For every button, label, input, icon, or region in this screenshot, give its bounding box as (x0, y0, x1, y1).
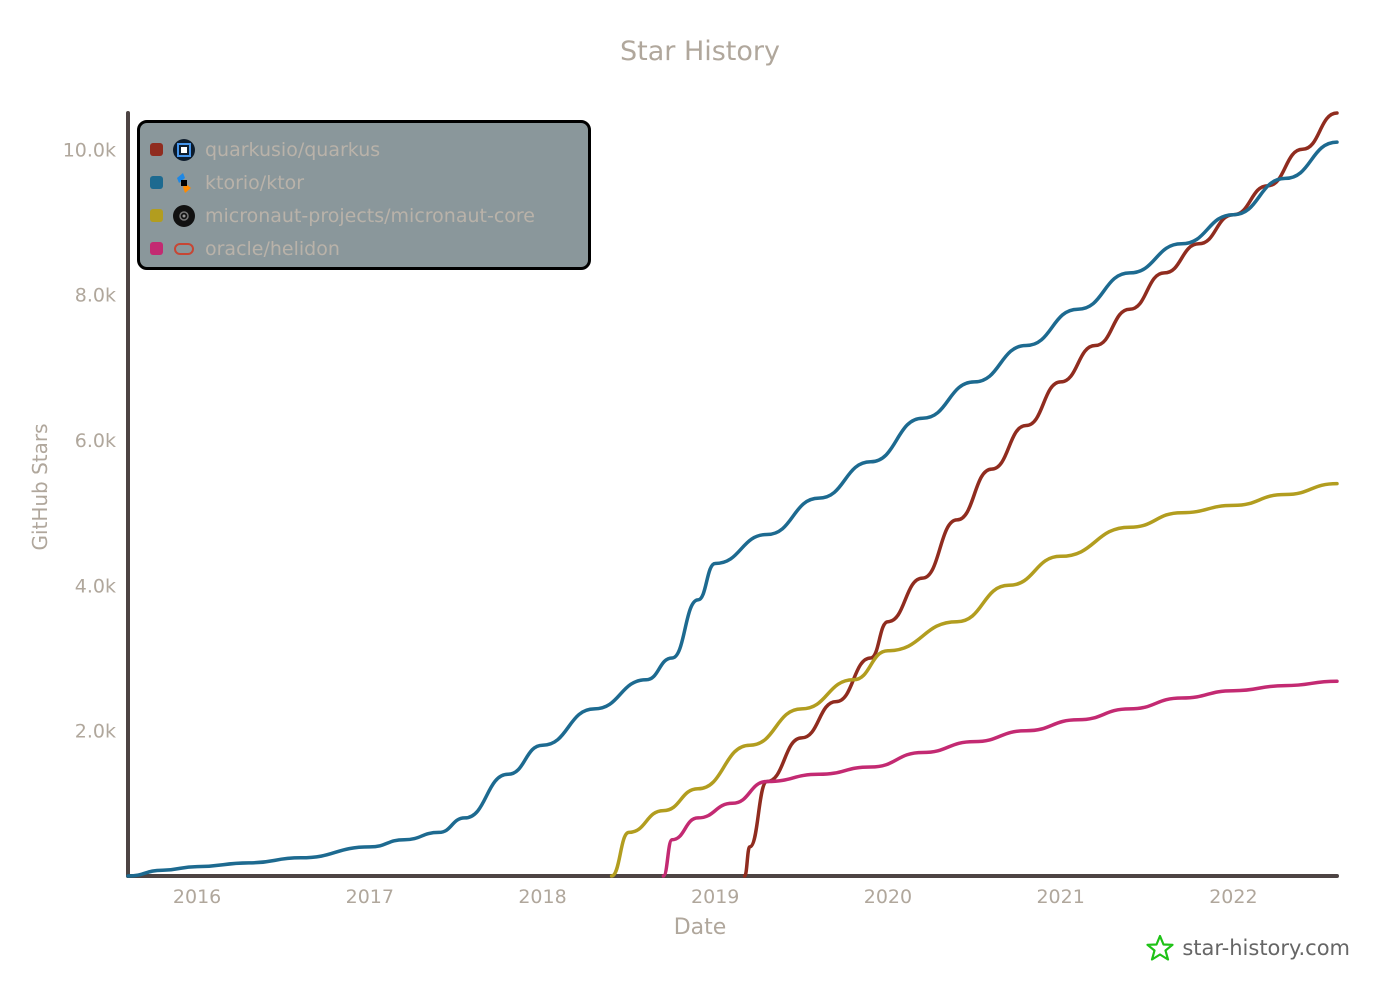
watermark-text: star-history.com (1182, 936, 1350, 960)
quarkus-logo-icon (173, 138, 195, 161)
axes (126, 111, 1339, 878)
legend-label: micronaut-projects/micronaut-core (205, 204, 535, 227)
legend-label: quarkusio/quarkus (205, 138, 381, 161)
star-history-logo-icon (1146, 934, 1174, 961)
y-tick-label: 6.0k (75, 430, 116, 452)
x-axis-label: Date (673, 915, 727, 940)
x-tick-label: 2022 (1209, 886, 1257, 908)
series-line-3 (661, 679, 1339, 878)
legend-swatch (150, 176, 163, 189)
x-tick-label: 2021 (1036, 886, 1084, 908)
helidon-logo-icon (173, 238, 195, 260)
legend-label: oracle/helidon (205, 237, 340, 260)
legend-item-quarkus[interactable]: quarkusio/quarkus (150, 133, 588, 166)
legend-swatch (150, 143, 163, 156)
chart-title: Star History (619, 36, 780, 67)
legend-label: ktorio/ktor (205, 171, 305, 194)
x-tick-label: 2017 (346, 886, 394, 908)
x-tick-label: 2018 (518, 886, 566, 908)
legend-item-ktor[interactable]: ktorio/ktor (150, 166, 588, 199)
y-tick-label: 8.0k (75, 285, 116, 307)
y-tick-label: 2.0k (75, 721, 116, 743)
legend-swatch (150, 209, 163, 222)
legend-item-micronaut[interactable]: micronaut-projects/micronaut-core (150, 199, 588, 232)
ktor-logo-icon (173, 172, 195, 194)
y-axis-label: GitHub Stars (28, 423, 52, 551)
x-tick-label: 2019 (691, 886, 739, 908)
tick-labels: 2016 2017 2018 2019 2020 2021 2022 2.0k 4.0k 6.0k… (63, 139, 1258, 908)
x-tick-label: 2016 (173, 886, 221, 908)
series-line-1 (126, 140, 1339, 878)
legend: quarkusio/quarkus ktorio/ktor micronaut-… (137, 120, 591, 270)
x-tick-label: 2020 (864, 886, 912, 908)
legend-item-helidon[interactable]: oracle/helidon (150, 232, 588, 265)
legend-swatch (150, 242, 163, 255)
watermark[interactable]: star-history.com (1146, 934, 1350, 962)
y-tick-label: 10.0k (63, 139, 116, 161)
micronaut-logo-icon (173, 204, 195, 227)
series-lines (126, 111, 1339, 878)
series-line-2 (609, 481, 1339, 878)
y-tick-label: 4.0k (75, 575, 116, 597)
